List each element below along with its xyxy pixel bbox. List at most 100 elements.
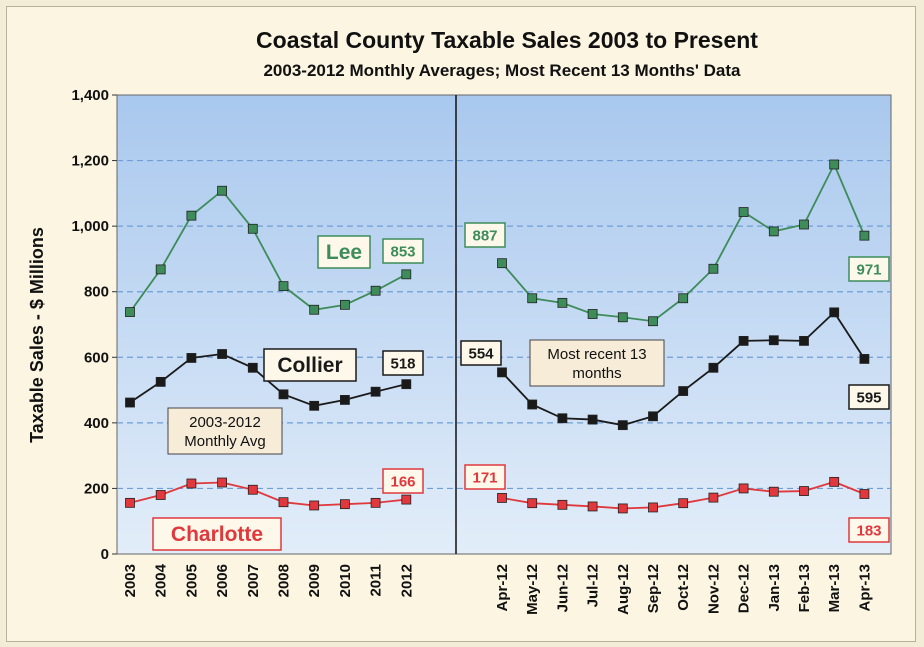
- chart-subtitle: 2003-2012 Monthly Averages; Most Recent …: [263, 61, 741, 80]
- value-label-charlotte-apr12-box: [464, 464, 506, 490]
- lee-monthly-point: [617, 312, 628, 323]
- x-tick-label: Jun-12: [554, 564, 571, 612]
- value-label-collier-apr13-box: [848, 384, 890, 410]
- annotation-annual-line: 2003-2012: [189, 414, 261, 431]
- lee-annual-point: [339, 299, 350, 310]
- lee-annual-point: [155, 264, 166, 275]
- value-label-lee-2012: 853: [390, 244, 415, 261]
- charlotte-annual-point: [309, 500, 320, 511]
- collier-annual-point: [401, 379, 412, 390]
- value-label-collier-apr13: 595: [856, 390, 881, 407]
- x-tick-label: 2003: [122, 564, 139, 597]
- value-label-collier-apr12-box: [460, 340, 502, 366]
- charlotte-monthly-point: [557, 499, 568, 510]
- value-label-collier-2012-box: [382, 350, 424, 376]
- annotation-annual-box: [167, 407, 283, 455]
- collier-monthly-point: [799, 335, 809, 346]
- charlotte-monthly-point: [497, 493, 507, 503]
- collier-annual-point: [339, 395, 350, 405]
- x-tick-label: 2010: [337, 564, 354, 597]
- lee-monthly-point: [859, 230, 870, 241]
- x-tick-label: 2009: [306, 564, 323, 597]
- series-label-collier-box: [263, 348, 357, 382]
- charlotte-annual-point: [401, 494, 412, 505]
- lee-monthly-point: [829, 159, 840, 170]
- chart-title: Coastal County Taxable Sales 2003 to Pre…: [256, 27, 758, 53]
- collier-monthly-point: [859, 354, 870, 364]
- charlotte-monthly-point: [617, 503, 628, 514]
- charlotte-monthly-point: [768, 486, 779, 497]
- value-label-lee-apr12: 887: [472, 228, 497, 245]
- collier-monthly-point: [678, 386, 689, 396]
- y-tick-label: 400: [84, 415, 109, 432]
- charlotte-annual-point: [247, 484, 258, 495]
- series-label-charlotte-box: [152, 517, 282, 551]
- charlotte-monthly-point: [708, 492, 719, 503]
- collier-annual-point: [247, 362, 258, 373]
- series-label-lee-box: [317, 235, 371, 269]
- x-tick-label: Apr-13: [856, 564, 873, 612]
- x-tick-label: 2008: [276, 564, 293, 597]
- charlotte-annual-point: [155, 490, 166, 500]
- charlotte-annual-point: [370, 497, 381, 508]
- y-tick-label: 1,400: [71, 87, 109, 104]
- y-tick-label: 0: [101, 546, 109, 563]
- value-label-charlotte-apr12: 171: [472, 470, 497, 487]
- y-tick-label: 1,000: [71, 218, 109, 235]
- value-label-collier-2012: 518: [390, 356, 415, 373]
- charlotte-monthly-point: [678, 498, 689, 509]
- x-tick-label: Sep-12: [645, 564, 662, 613]
- x-tick-label: Apr-12: [494, 564, 511, 612]
- x-tick-label: Jul-12: [585, 564, 602, 607]
- lee-annual-point: [309, 304, 320, 315]
- lee-monthly-point: [557, 297, 568, 308]
- x-tick-label: 2011: [368, 564, 385, 597]
- value-label-charlotte-2012: 166: [390, 474, 415, 491]
- charlotte-annual-point: [278, 497, 289, 508]
- collier-annual-point: [155, 376, 166, 387]
- x-tick-label: 2006: [214, 564, 231, 597]
- lee-monthly-point: [768, 226, 779, 237]
- series-label-collier: Collier: [277, 354, 342, 377]
- charlotte-annual-line: [129, 481, 407, 507]
- chart-frame: Coastal County Taxable Sales 2003 to Pre…: [6, 6, 916, 642]
- collier-annual-point: [278, 389, 289, 400]
- x-tick-label: Jan-13: [766, 564, 783, 612]
- x-tick-label: 2012: [398, 564, 415, 597]
- lee-monthly-point: [708, 263, 719, 274]
- charlotte-monthly-point: [527, 498, 538, 509]
- lee-monthly-point: [648, 316, 658, 327]
- value-label-collier-apr12: 554: [468, 346, 494, 363]
- collier-monthly-point: [738, 335, 749, 346]
- collier-annual-point: [125, 397, 135, 408]
- value-label-lee-apr13: 971: [856, 262, 881, 279]
- collier-monthly-point: [497, 367, 507, 378]
- value-label-lee-2012-box: [382, 238, 424, 264]
- lee-annual-point: [186, 210, 197, 221]
- lee-monthly-point: [587, 309, 598, 319]
- value-label-charlotte-apr13: 183: [856, 523, 881, 540]
- x-tick-label: May-12: [524, 564, 541, 615]
- lee-annual-point: [125, 307, 135, 317]
- charlotte-annual-point: [125, 497, 135, 508]
- charlotte-monthly-point: [859, 489, 870, 499]
- lee-monthly-point: [799, 219, 809, 230]
- lee-monthly-point: [678, 293, 689, 304]
- collier-annual-point: [217, 349, 228, 359]
- x-tick-label: 2007: [245, 564, 262, 597]
- charlotte-monthly-point: [829, 476, 840, 487]
- x-tick-label: Feb-13: [796, 564, 813, 612]
- lee-annual-line: [129, 189, 407, 313]
- y-tick-label: 1,200: [71, 153, 109, 170]
- collier-monthly-point: [648, 411, 658, 422]
- collier-monthly-point: [708, 362, 719, 373]
- annotation-monthly-line: Most recent 13: [547, 346, 646, 363]
- collier-annual-point: [309, 400, 320, 411]
- collier-monthly-point: [527, 399, 538, 410]
- charlotte-monthly-point: [799, 486, 809, 496]
- x-tick-label: 2005: [183, 564, 200, 597]
- collier-annual-point: [186, 353, 197, 363]
- collier-monthly-point: [557, 413, 568, 424]
- value-label-charlotte-apr13-box: [848, 517, 890, 543]
- x-tick-label: Aug-12: [615, 564, 632, 615]
